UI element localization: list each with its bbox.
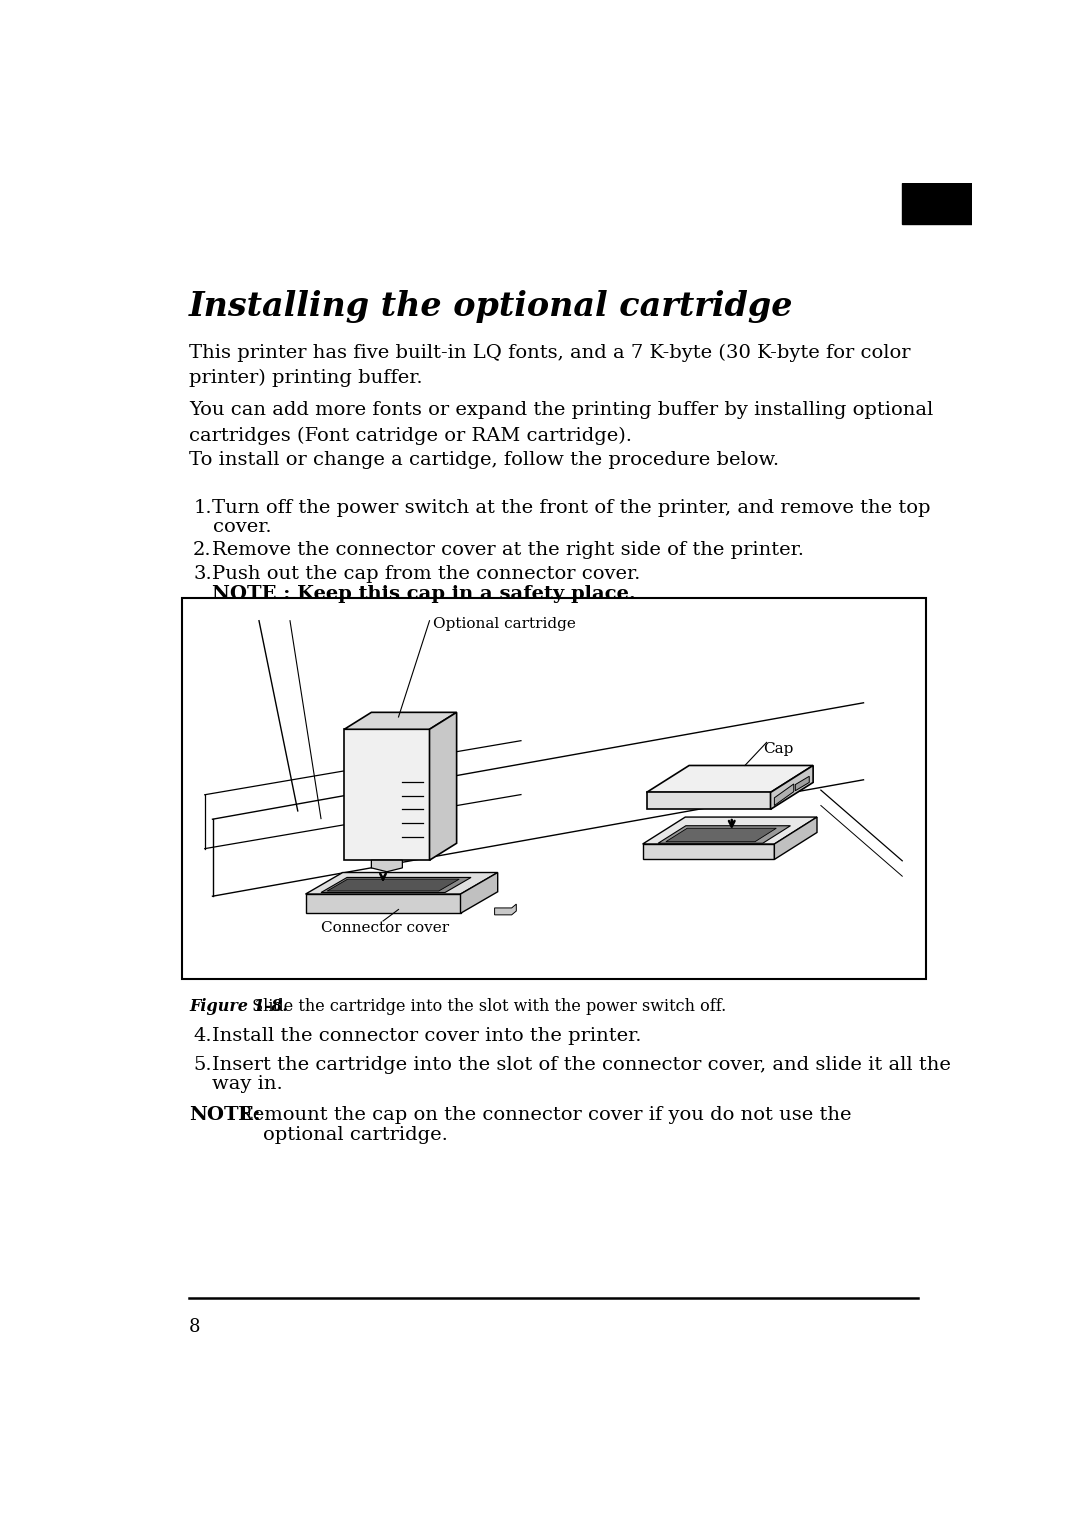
Polygon shape [430, 712, 457, 860]
Polygon shape [774, 817, 816, 859]
Polygon shape [774, 784, 794, 805]
Polygon shape [372, 860, 403, 872]
Text: 2.: 2. [193, 541, 212, 559]
Text: 5.: 5. [193, 1056, 212, 1074]
Text: To install or change a cartidge, follow the procedure below.: To install or change a cartidge, follow … [189, 451, 780, 469]
Polygon shape [345, 729, 430, 860]
Polygon shape [647, 766, 813, 793]
Text: Installing the optional cartridge: Installing the optional cartridge [189, 290, 794, 322]
Polygon shape [770, 766, 813, 810]
Text: 1.: 1. [193, 500, 212, 516]
Polygon shape [643, 843, 774, 859]
Polygon shape [327, 879, 459, 891]
Polygon shape [643, 817, 816, 843]
Text: Install the connector cover into the printer.: Install the connector cover into the pri… [213, 1027, 642, 1045]
Bar [902, 183, 972, 225]
Text: way in.: way in. [213, 1076, 283, 1093]
Text: This printer has five built-in LQ fonts, and a 7 K-byte (30 K-byte for color
pri: This printer has five built-in LQ fonts,… [189, 344, 910, 387]
Text: Slide the cartridge into the slot with the power switch off.: Slide the cartridge into the slot with t… [247, 998, 727, 1015]
Text: You can add more fonts or expand the printing buffer by installing optional
cart: You can add more fonts or expand the pri… [189, 402, 933, 445]
Text: Optional cartridge: Optional cartridge [433, 617, 577, 631]
Text: 8: 8 [189, 1317, 201, 1335]
Polygon shape [321, 877, 471, 892]
Polygon shape [460, 872, 498, 914]
Text: NOTE:: NOTE: [189, 1106, 261, 1123]
Text: Turn off the power switch at the front of the printer, and remove the top: Turn off the power switch at the front o… [213, 500, 931, 516]
Polygon shape [658, 825, 791, 843]
Text: NOTE : Keep this cap in a safety place.: NOTE : Keep this cap in a safety place. [213, 585, 636, 602]
Text: Push out the cap from the connector cover.: Push out the cap from the connector cove… [213, 564, 640, 582]
Polygon shape [647, 793, 770, 810]
Text: Remount the cap on the connector cover if you do not use the: Remount the cap on the connector cover i… [238, 1106, 851, 1123]
Text: cover.: cover. [213, 518, 271, 536]
Polygon shape [495, 905, 516, 915]
Polygon shape [306, 872, 498, 894]
Text: 3.: 3. [193, 564, 212, 582]
Text: optional cartridge.: optional cartridge. [262, 1126, 448, 1144]
Text: Insert the cartridge into the slot of the connector cover, and slide it all the: Insert the cartridge into the slot of th… [213, 1056, 951, 1074]
Bar [181, 597, 926, 979]
Text: Cap: Cap [762, 743, 793, 756]
Text: Remove the connector cover at the right side of the printer.: Remove the connector cover at the right … [213, 541, 805, 559]
Text: 4.: 4. [193, 1027, 212, 1045]
Text: Connector cover: Connector cover [321, 921, 449, 935]
Polygon shape [795, 776, 809, 790]
Polygon shape [306, 894, 460, 914]
Polygon shape [666, 828, 777, 842]
Text: Figure 1-8.: Figure 1-8. [189, 998, 288, 1015]
Polygon shape [345, 712, 457, 729]
